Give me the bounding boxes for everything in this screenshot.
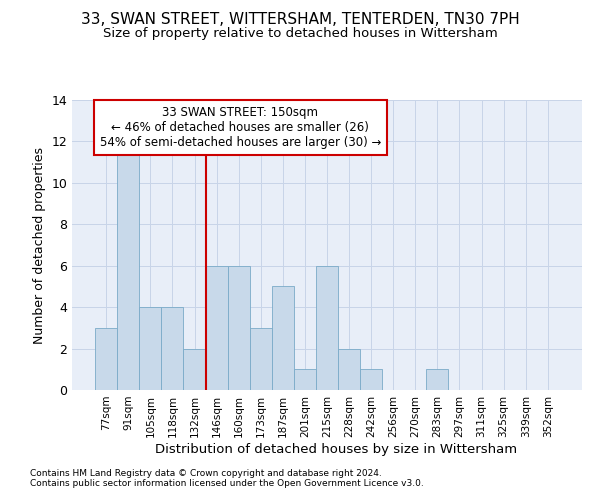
- Y-axis label: Number of detached properties: Number of detached properties: [33, 146, 46, 344]
- Text: 33 SWAN STREET: 150sqm
← 46% of detached houses are smaller (26)
54% of semi-det: 33 SWAN STREET: 150sqm ← 46% of detached…: [100, 106, 381, 149]
- Bar: [338, 348, 360, 390]
- Bar: [184, 348, 206, 390]
- Bar: [272, 286, 294, 390]
- Bar: [250, 328, 272, 390]
- Bar: [161, 307, 184, 390]
- Text: Size of property relative to detached houses in Wittersham: Size of property relative to detached ho…: [103, 28, 497, 40]
- Bar: [95, 328, 117, 390]
- Bar: [294, 370, 316, 390]
- Bar: [427, 370, 448, 390]
- Bar: [117, 142, 139, 390]
- Text: Contains public sector information licensed under the Open Government Licence v3: Contains public sector information licen…: [30, 478, 424, 488]
- Bar: [316, 266, 338, 390]
- Bar: [227, 266, 250, 390]
- Bar: [206, 266, 227, 390]
- Text: Distribution of detached houses by size in Wittersham: Distribution of detached houses by size …: [155, 442, 517, 456]
- Bar: [360, 370, 382, 390]
- Text: 33, SWAN STREET, WITTERSHAM, TENTERDEN, TN30 7PH: 33, SWAN STREET, WITTERSHAM, TENTERDEN, …: [80, 12, 520, 28]
- Text: Contains HM Land Registry data © Crown copyright and database right 2024.: Contains HM Land Registry data © Crown c…: [30, 468, 382, 477]
- Bar: [139, 307, 161, 390]
